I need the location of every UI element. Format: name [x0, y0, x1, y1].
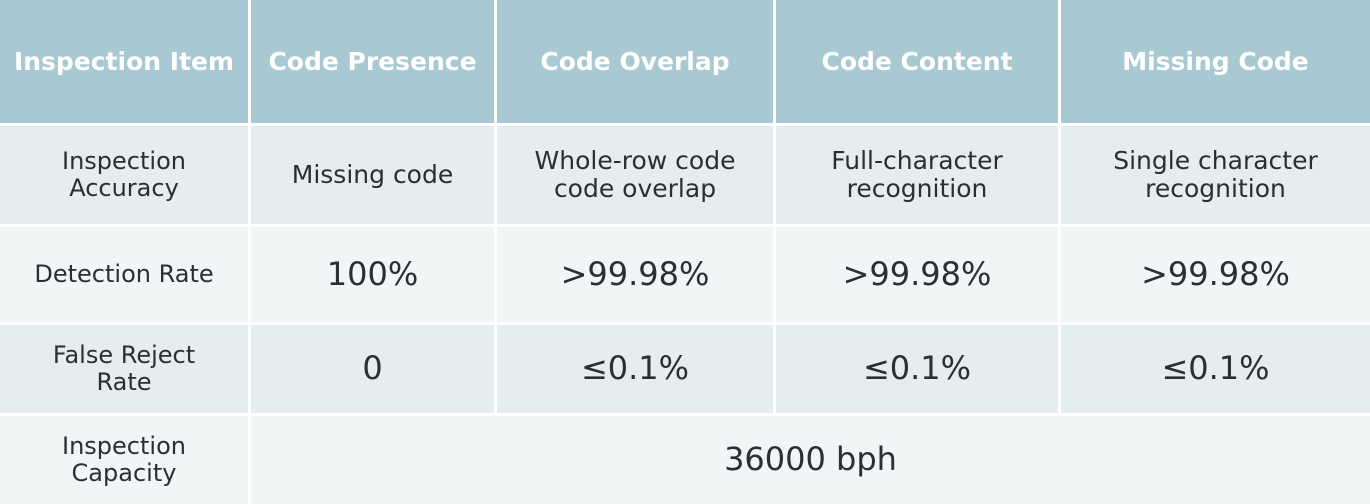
- cell-text-line: 0: [362, 349, 383, 388]
- value-cell: 100%: [251, 227, 494, 322]
- cell-text-line: Single character: [1113, 146, 1318, 175]
- cell-text-line: Code Presence: [268, 46, 477, 76]
- value-cell: 36000 bph: [251, 416, 1370, 504]
- cell-text-line: ≤0.1%: [1161, 349, 1270, 388]
- value-cell: 0: [251, 325, 494, 413]
- cell-text-line: recognition: [1145, 174, 1286, 203]
- cell-text-line: ≤0.1%: [862, 349, 972, 388]
- cell-text-line: Rate: [96, 368, 152, 396]
- value-cell: Full-character recognition: [776, 126, 1058, 224]
- cell-text-line: code overlap: [553, 174, 717, 203]
- cell-text-line: Whole-row code: [534, 146, 736, 175]
- cell-text-line: Code Overlap: [540, 46, 730, 76]
- row-label-cell: Inspection Capacity: [0, 416, 248, 504]
- cell-text-line: Missing Code: [1122, 46, 1309, 76]
- value-cell: ≤0.1%: [1061, 325, 1370, 413]
- value-cell: Single character recognition: [1061, 126, 1370, 224]
- cell-text-line: Missing code: [291, 160, 454, 189]
- value-cell: >99.98%: [776, 227, 1058, 322]
- value-cell: Whole-row code code overlap: [497, 126, 773, 224]
- cell-text-line: recognition: [846, 174, 988, 203]
- value-cell: Missing code: [251, 126, 494, 224]
- header-cell: Code Presence: [251, 0, 494, 123]
- cell-text-line: Inspection: [62, 432, 186, 461]
- cell-text-line: 100%: [326, 254, 419, 293]
- cell-text-line: Inspection Item: [13, 46, 235, 76]
- cell-text-line: >99.98%: [1141, 254, 1290, 293]
- cell-text-line: Accuracy: [69, 174, 179, 202]
- value-cell: >99.98%: [497, 227, 773, 322]
- row-label-cell: False Reject Rate: [0, 325, 248, 413]
- row-label-cell: Detection Rate: [0, 227, 248, 322]
- cell-text-line: 36000 bph: [724, 440, 897, 479]
- header-cell: Inspection Item: [0, 0, 248, 123]
- header-cell: Code Content: [776, 0, 1058, 123]
- cell-text-line: False Reject: [52, 341, 196, 370]
- cell-text-line: Inspection: [62, 147, 186, 176]
- row-label-cell: Inspection Accuracy: [0, 126, 248, 224]
- cell-text-line: Capacity: [71, 459, 177, 487]
- header-cell: Code Overlap: [497, 0, 773, 123]
- cell-text-line: ≤0.1%: [580, 349, 690, 388]
- cell-text-line: >99.98%: [842, 254, 992, 293]
- value-cell: ≤0.1%: [497, 325, 773, 413]
- cell-text-line: Full-character: [831, 146, 1003, 175]
- cell-text-line: Detection Rate: [34, 260, 214, 289]
- value-cell: ≤0.1%: [776, 325, 1058, 413]
- value-cell: >99.98%: [1061, 227, 1370, 322]
- header-cell: Missing Code: [1061, 0, 1370, 123]
- cell-text-line: >99.98%: [560, 254, 710, 293]
- cell-text-line: Code Content: [821, 46, 1013, 76]
